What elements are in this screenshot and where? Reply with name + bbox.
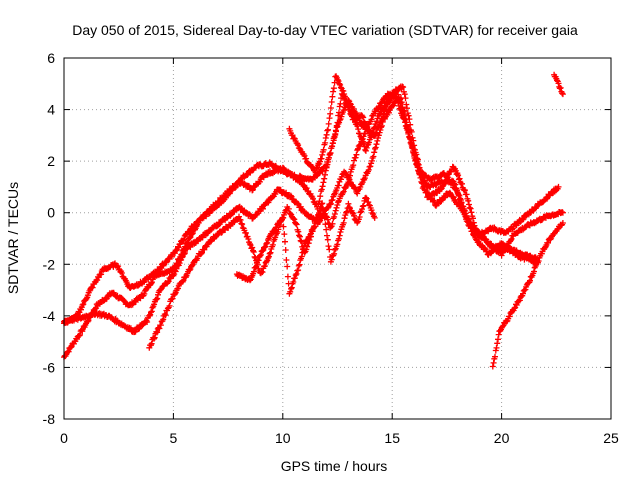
y-tick-label: -2	[43, 256, 56, 272]
y-tick-label: -6	[43, 359, 56, 375]
y-tick-label: -4	[43, 308, 56, 324]
series-track-1	[61, 86, 562, 361]
data-points	[61, 71, 566, 370]
series-track-8	[551, 71, 566, 98]
chart-title: Day 050 of 2015, Sidereal Day-to-day VTE…	[72, 22, 578, 38]
series-track-7	[489, 220, 566, 370]
series-markers	[61, 83, 566, 327]
x-tick-label: 5	[170, 430, 178, 446]
y-tick-label: 4	[47, 102, 55, 118]
x-tick-label: 20	[494, 430, 510, 446]
series-markers	[286, 73, 374, 176]
x-tick-label: 25	[603, 430, 619, 446]
series-markers	[489, 220, 566, 370]
series-track-6	[286, 73, 374, 176]
series-track-5	[233, 194, 378, 297]
x-axis-label: GPS time / hours	[281, 458, 388, 474]
y-tick-label: -8	[43, 411, 56, 427]
x-tick-label: 10	[275, 430, 291, 446]
y-tick-label: 2	[47, 153, 55, 169]
axes: 0 5 10 15 20 25 -8 -6 -4 -2 0 2 4 6	[43, 50, 619, 446]
series-markers	[551, 71, 566, 98]
series-markers	[146, 90, 540, 351]
series-track-4	[146, 90, 540, 351]
y-axis-label: SDTVAR / TECUs	[5, 182, 21, 294]
y-tick-label: 0	[47, 205, 55, 221]
x-tick-label: 15	[384, 430, 400, 446]
series-markers	[61, 86, 562, 361]
series-track-2	[61, 83, 566, 327]
plot-frame	[63, 57, 612, 420]
y-tick-label: 6	[47, 50, 55, 66]
grid-lines	[64, 58, 611, 419]
x-tick-label: 0	[60, 430, 68, 446]
series-markers	[233, 194, 378, 297]
